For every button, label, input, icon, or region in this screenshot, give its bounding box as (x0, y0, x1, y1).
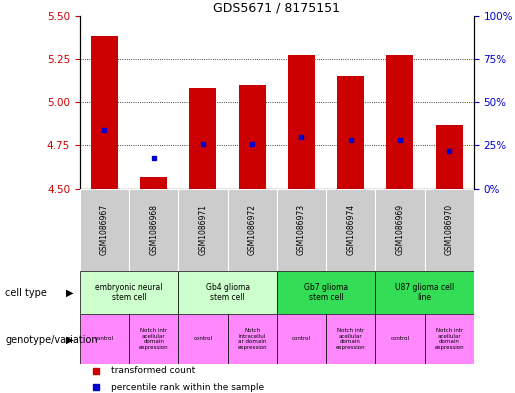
Bar (375, 189, 424, 271)
Text: ▶: ▶ (66, 288, 73, 298)
Bar (178, 189, 228, 271)
Bar (178, 314, 228, 364)
Text: GSM1086969: GSM1086969 (396, 204, 404, 255)
Bar (277, 314, 326, 364)
Text: genotype/variation: genotype/variation (5, 335, 98, 345)
Text: percentile rank within the sample: percentile rank within the sample (111, 383, 265, 391)
Bar (91, 37, 118, 189)
Text: Gb4 glioma
stem cell: Gb4 glioma stem cell (205, 283, 250, 303)
Bar (190, 88, 216, 189)
Bar (326, 314, 375, 364)
Bar (375, 314, 424, 364)
Bar (436, 125, 462, 189)
Text: U87 glioma cell
line: U87 glioma cell line (395, 283, 454, 303)
Text: GSM1086973: GSM1086973 (297, 204, 306, 255)
Text: GSM1086968: GSM1086968 (149, 204, 158, 255)
Text: cell type: cell type (5, 288, 47, 298)
Bar (140, 176, 167, 189)
Text: GSM1086971: GSM1086971 (198, 204, 208, 255)
Bar (228, 314, 277, 364)
Text: control: control (95, 336, 114, 342)
Bar (80, 189, 129, 271)
Bar (386, 55, 414, 189)
Text: ▶: ▶ (66, 335, 73, 345)
Bar (424, 189, 474, 271)
Text: Notch intr
acellular
domain
expression: Notch intr acellular domain expression (139, 328, 168, 350)
Bar (277, 189, 326, 271)
Bar (337, 76, 364, 189)
Bar (228, 189, 277, 271)
Title: GDS5671 / 8175151: GDS5671 / 8175151 (213, 2, 340, 15)
Text: GSM1086967: GSM1086967 (100, 204, 109, 255)
Bar (326, 189, 375, 271)
Bar (129, 189, 178, 271)
Text: Notch intr
acellular
domain
expression: Notch intr acellular domain expression (434, 328, 464, 350)
Bar (238, 85, 266, 189)
Text: control: control (194, 336, 213, 342)
Text: transformed count: transformed count (111, 366, 196, 375)
Bar (424, 314, 474, 364)
Text: control: control (292, 336, 311, 342)
Text: GSM1086974: GSM1086974 (346, 204, 355, 255)
Bar (375, 271, 474, 314)
Bar (80, 314, 129, 364)
Bar (80, 271, 178, 314)
Bar (288, 55, 315, 189)
Text: embryonic neural
stem cell: embryonic neural stem cell (95, 283, 163, 303)
Bar (277, 271, 375, 314)
Text: control: control (390, 336, 409, 342)
Text: GSM1086970: GSM1086970 (444, 204, 454, 255)
Bar (178, 271, 277, 314)
Text: Notch
intracellul
ar domain
expression: Notch intracellul ar domain expression (237, 328, 267, 350)
Text: Gb7 glioma
stem cell: Gb7 glioma stem cell (304, 283, 348, 303)
Bar (129, 314, 178, 364)
Text: GSM1086972: GSM1086972 (248, 204, 256, 255)
Text: Notch intr
acellular
domain
expression: Notch intr acellular domain expression (336, 328, 366, 350)
